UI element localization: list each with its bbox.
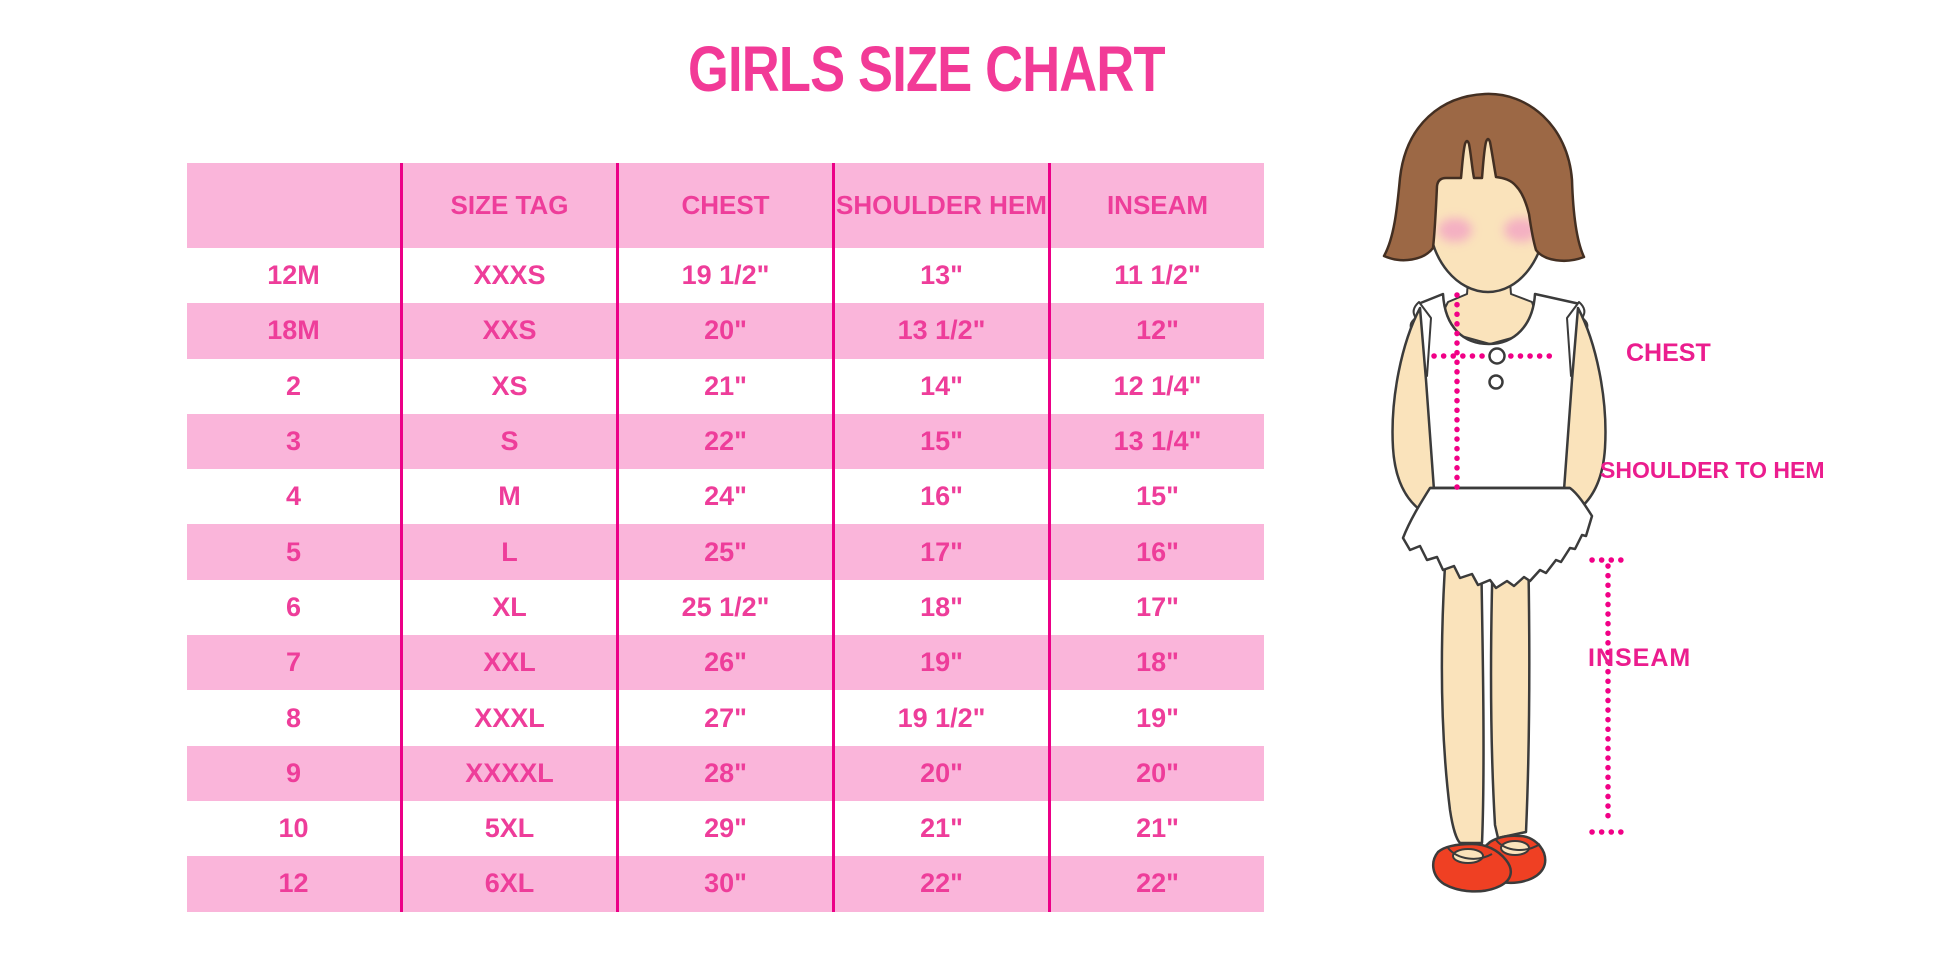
table-cell: 13" (832, 248, 1048, 304)
table-row: 4 M 24" 16" 15" (187, 469, 1264, 525)
table-cell: 13 1/4" (1048, 413, 1264, 470)
girl-top-button-1 (1488, 347, 1506, 365)
table-row: 18M XXS 20" 13 1/2" 12" (187, 303, 1264, 359)
table-cell: 7 (285, 647, 302, 678)
table-cell: 21" (1048, 800, 1264, 857)
chest-label: CHEST (1626, 339, 1711, 367)
table-cell: 21" (832, 800, 1048, 857)
table-row: 7 XXL 26" 19" 18" (187, 635, 1264, 691)
table-cell: 20" (1048, 745, 1264, 801)
table-body: 12M XXXS 19 1/2" 13" 11 1/2" 18M XXS 20" 13 1/2"… (187, 248, 1264, 912)
girl-measurement-illustration (1382, 92, 1627, 893)
table-cell: 17" (1048, 579, 1264, 636)
table-cell: 16" (1048, 524, 1264, 580)
girl-blush-left (1438, 218, 1472, 242)
table-cell: 19 1/2" (616, 248, 832, 304)
table-cell: 20" (832, 745, 1048, 801)
girl-leg-left (1440, 548, 1485, 845)
table-cell: M (400, 469, 616, 525)
table-row: 6 XL 25 1/2" 18" 17" (187, 579, 1264, 636)
page-title: GIRLS SIZE CHART (688, 33, 1166, 105)
table-cell: 18" (832, 579, 1048, 636)
table-cell: 30" (616, 856, 832, 912)
table-cell: XXS (400, 303, 616, 359)
table-header-cell-inseam: INSEAM (1048, 163, 1264, 248)
table-cell: XXXL (400, 690, 616, 746)
table-cell: 22" (1048, 856, 1264, 912)
table-row: 10 5XL 29" 21" 21" (187, 800, 1264, 857)
table-header-cell-size-tag: SIZE TAG (400, 163, 616, 248)
table-cell: 14" (832, 358, 1048, 414)
table-cell: 17" (832, 524, 1048, 580)
table-cell: 21" (616, 358, 832, 414)
table-cell: XXXXL (400, 745, 616, 801)
table-cell: 13 1/2" (832, 303, 1048, 359)
table-cell: 18M (267, 315, 320, 346)
table-cell: 15" (832, 413, 1048, 470)
table-cell: 6XL (400, 856, 616, 912)
inseam-label: INSEAM (1588, 644, 1692, 672)
table-cell: 19" (832, 635, 1048, 691)
table-cell: 6 (285, 591, 302, 622)
table-row: 8 XXXL 27" 19 1/2" 19" (187, 690, 1264, 746)
table-cell: 16" (832, 469, 1048, 525)
table-cell: 3 (285, 426, 302, 457)
table-cell: 19 1/2" (832, 690, 1048, 746)
table-header-cell-chest: CHEST (616, 163, 832, 248)
table-cell: 11 1/2" (1048, 248, 1264, 304)
table-row: 12 6XL 30" 22" 22" (187, 856, 1264, 912)
table-cell: 10 (278, 813, 309, 844)
table-cell: 15" (1048, 469, 1264, 525)
table-cell: XS (400, 358, 616, 414)
table-header-cell-shoulder-hem: SHOULDER HEM (832, 163, 1048, 248)
girl-shoe-left-strap (1447, 847, 1493, 860)
size-table: SIZE TAG CHEST SHOULDER HEM INSEAM 12M XX… (187, 163, 1264, 912)
table-cell: 27" (616, 690, 832, 746)
table-cell: 20" (616, 303, 832, 359)
table-cell: 26" (616, 635, 832, 691)
table-cell: 12" (1048, 303, 1264, 359)
table-row: 5 L 25" 17" 16" (187, 524, 1264, 580)
table-cell: 29" (616, 800, 832, 857)
table-cell: 22" (616, 413, 832, 470)
table-cell: 12M (267, 260, 320, 291)
shoulder-to-hem-label: SHOULDER TO HEM (1600, 457, 1825, 483)
girl-top-button-2 (1488, 374, 1504, 390)
table-cell: L (400, 524, 616, 580)
girl-skirt (1401, 486, 1594, 590)
table-cell: 22" (832, 856, 1048, 912)
table-cell: 8 (285, 702, 302, 733)
table-cell: 5XL (400, 800, 616, 857)
table-cell: XXL (400, 635, 616, 691)
girl-hair (1382, 92, 1586, 263)
table-cell: XXXS (400, 248, 616, 304)
table-cell: S (400, 413, 616, 470)
table-cell: 2 (285, 370, 302, 401)
table-cell: 19" (1048, 690, 1264, 746)
table-cell: 4 (285, 481, 302, 512)
table-cell: 5 (285, 536, 302, 567)
table-row: 12M XXXS 19 1/2" 13" 11 1/2" (187, 248, 1264, 304)
table-cell: 24" (616, 469, 832, 525)
table-cell: XL (400, 579, 616, 636)
table-cell: 25" (616, 524, 832, 580)
table-row: 2 XS 21" 14" 12 1/4" (187, 358, 1264, 414)
table-cell: 12 1/4" (1048, 358, 1264, 414)
girl-shoe-right-strap (1495, 839, 1541, 851)
table-row: 3 S 22" 15" 13 1/4" (187, 413, 1264, 470)
table-cell: 9 (285, 757, 302, 788)
table-cell: 12 (278, 868, 309, 899)
girl-leg-right (1489, 540, 1531, 840)
table-cell: 18" (1048, 635, 1264, 691)
table-cell: 25 1/2" (616, 579, 832, 636)
table-header-cell-blank (187, 163, 400, 248)
table-row: 9 XXXXL 28" 20" 20" (187, 745, 1264, 801)
table-header-row: SIZE TAG CHEST SHOULDER HEM INSEAM (187, 163, 1264, 248)
table-cell: 28" (616, 745, 832, 801)
